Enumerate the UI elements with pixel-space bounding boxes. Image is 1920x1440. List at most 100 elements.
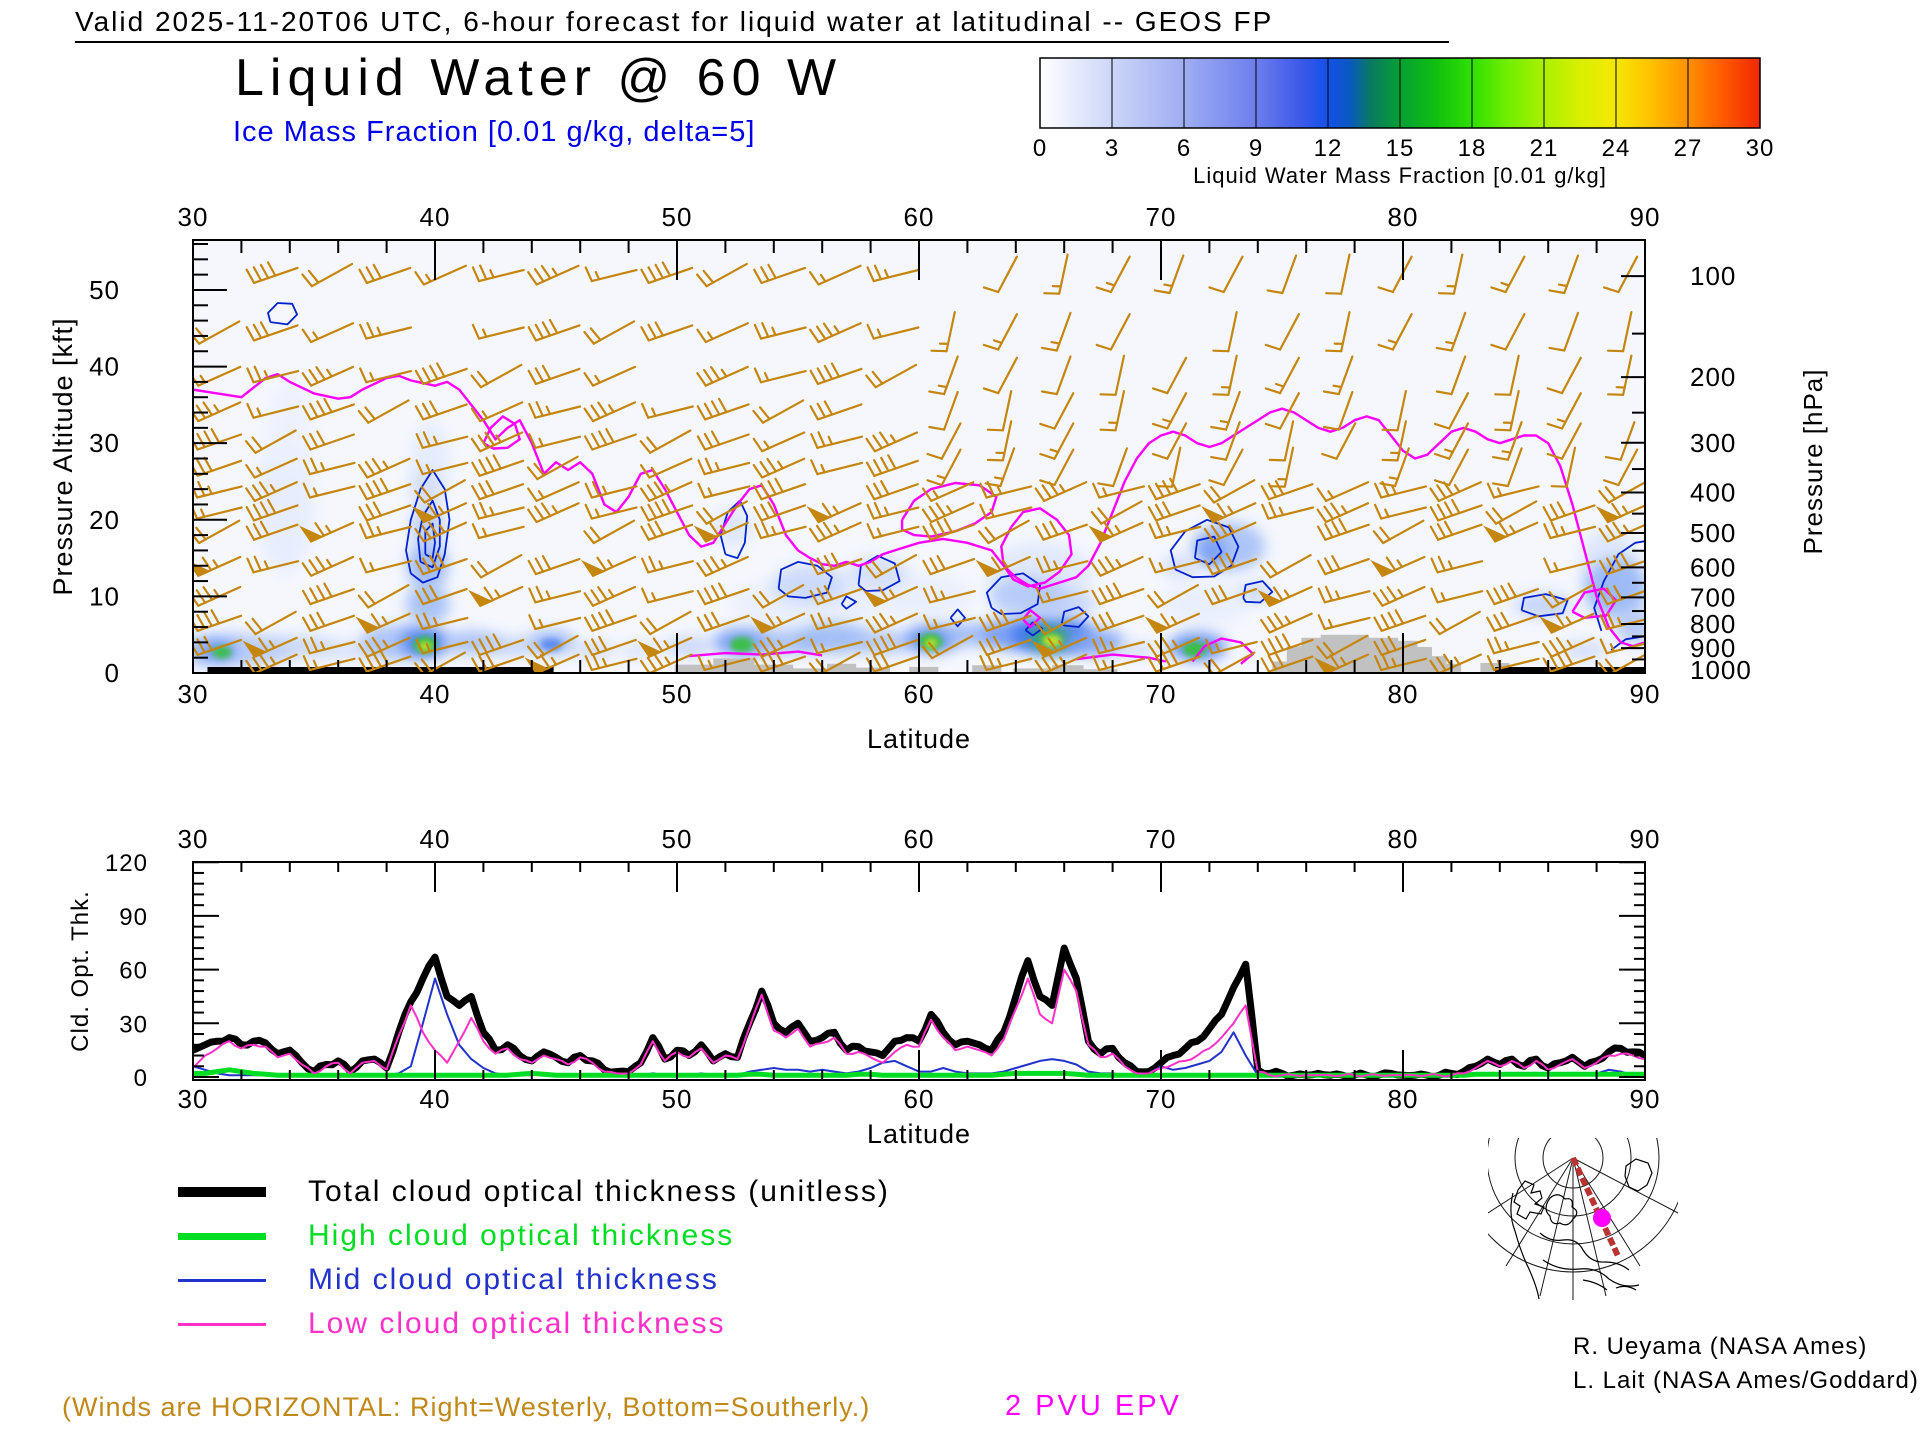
colorbar-tick-label: 30 xyxy=(1746,135,1775,162)
lower-lat-tick-top: 50 xyxy=(662,824,693,854)
hpa-tick-label: 1000 xyxy=(1690,655,1752,685)
hpa-tick-label: 600 xyxy=(1690,552,1736,582)
legend-swatch-line xyxy=(178,1322,266,1326)
legend-swatch-line xyxy=(178,1278,266,1282)
credit-line-1: R. Ueyama (NASA Ames) xyxy=(1573,1333,1868,1360)
lat-tick-label-top: 80 xyxy=(1388,202,1419,232)
lower-lat-tick-bottom: 30 xyxy=(178,1084,209,1114)
credits: R. Ueyama (NASA Ames) L. Lait (NASA Ames… xyxy=(1573,1330,1919,1398)
legend-item-label: Mid cloud optical thickness xyxy=(308,1263,719,1296)
credit-line-2: L. Lait (NASA Ames/Goddard) xyxy=(1573,1367,1919,1394)
hpa-tick-label: 500 xyxy=(1690,518,1736,548)
lower-lat-tick-bottom: 70 xyxy=(1146,1084,1177,1114)
cot-tick-label: 120 xyxy=(105,850,148,877)
legend-item-label: High cloud optical thickness xyxy=(308,1219,735,1252)
epv-contour-label: 2 PVU EPV xyxy=(1005,1390,1182,1422)
main-yaxis-left-title: Pressure Altitude [kft] xyxy=(48,317,78,595)
kft-tick-label: 0 xyxy=(105,658,120,688)
colorbar-tick-label: 27 xyxy=(1674,135,1703,162)
ice-mass-fraction-subtitle: Ice Mass Fraction [0.01 g/kg, delta=5] xyxy=(233,116,756,148)
hpa-tick-label: 700 xyxy=(1690,582,1736,612)
lower-lat-tick-bottom: 50 xyxy=(662,1084,693,1114)
lower-lat-tick-top: 40 xyxy=(420,824,451,854)
hpa-tick-label: 900 xyxy=(1690,633,1736,663)
legend-item: Low cloud optical thickness xyxy=(178,1304,726,1344)
colorbar-tick-label: 9 xyxy=(1249,135,1263,162)
lower-lat-tick-top: 90 xyxy=(1630,824,1661,854)
colorbar-tick-label: 18 xyxy=(1458,135,1487,162)
lower-lat-tick-bottom: 80 xyxy=(1388,1084,1419,1114)
kft-tick-label: 50 xyxy=(89,275,120,305)
lower-lat-tick-top: 60 xyxy=(904,824,935,854)
lat-tick-label-top: 60 xyxy=(904,202,935,232)
hpa-tick-label: 800 xyxy=(1690,609,1736,639)
cot-tick-label: 0 xyxy=(134,1065,148,1092)
lower-yaxis-title: Cld. Opt. Thk. xyxy=(67,890,94,1052)
cot-tick-label: 90 xyxy=(119,904,148,931)
lat-tick-label-top: 50 xyxy=(662,202,693,232)
lat-tick-label-top: 40 xyxy=(420,202,451,232)
colorbar-tick-label: 15 xyxy=(1386,135,1415,162)
lower-lat-tick-bottom: 40 xyxy=(420,1084,451,1114)
wind-barbs-layer xyxy=(193,253,1645,673)
colorbar-tick-label: 21 xyxy=(1530,135,1559,162)
colorbar-caption: Liquid Water Mass Fraction [0.01 g/kg] xyxy=(1193,163,1607,188)
lat-tick-label-top: 70 xyxy=(1146,202,1177,232)
legend-item: Total cloud optical thickness (unitless) xyxy=(178,1172,890,1212)
lower-lat-tick-top: 80 xyxy=(1388,824,1419,854)
hpa-tick-label: 400 xyxy=(1690,477,1736,507)
lower-lat-tick-top: 30 xyxy=(178,824,209,854)
lat-tick-label-top: 90 xyxy=(1630,202,1661,232)
hpa-tick-label: 100 xyxy=(1690,261,1736,291)
legend-item: High cloud optical thickness xyxy=(178,1216,734,1256)
hpa-tick-label: 200 xyxy=(1690,362,1736,392)
legend-item-label: Total cloud optical thickness (unitless) xyxy=(308,1175,890,1208)
valid-timestamp-title: Valid 2025-11-20T06 UTC, 6-hour forecast… xyxy=(75,6,1274,37)
lower-plot-axes xyxy=(192,861,1646,1081)
colorbar-tick-label: 12 xyxy=(1314,135,1343,162)
lat-tick-label-bottom: 50 xyxy=(662,679,693,709)
lat-tick-label-bottom: 80 xyxy=(1388,679,1419,709)
lat-tick-label-bottom: 90 xyxy=(1630,679,1661,709)
colorbar-tick-label: 24 xyxy=(1602,135,1631,162)
kft-tick-label: 20 xyxy=(89,505,120,535)
kft-tick-label: 10 xyxy=(89,581,120,611)
kft-tick-label: 30 xyxy=(89,428,120,458)
main-plot-axes xyxy=(192,239,1646,674)
legend-item-label: Low cloud optical thickness xyxy=(308,1307,726,1340)
map-coastlines xyxy=(1510,1158,1653,1300)
cot-tick-label: 60 xyxy=(119,958,148,985)
map-inset xyxy=(1488,1138,1678,1300)
lower-lat-tick-top: 70 xyxy=(1146,824,1177,854)
hpa-tick-label: 300 xyxy=(1690,428,1736,458)
lower-lat-tick-bottom: 90 xyxy=(1630,1084,1661,1114)
lower-lat-tick-bottom: 60 xyxy=(904,1084,935,1114)
legend-swatch-line xyxy=(178,1232,266,1240)
title-underline xyxy=(75,41,1449,43)
lat-tick-label-top: 30 xyxy=(178,202,209,232)
mid-line xyxy=(193,977,1634,1078)
lower-xaxis-title: Latitude xyxy=(867,1119,971,1149)
lower-plot-labels: 30 30 40 40 50 50 60 60 70 70 80 80 90 90 0 30 60 90 120 La… xyxy=(67,824,1661,1149)
lat-tick-label-bottom: 70 xyxy=(1146,679,1177,709)
main-yaxis-right-title: Pressure [hPa] xyxy=(1798,369,1828,555)
lat-tick-label-bottom: 40 xyxy=(420,679,451,709)
transect-marker xyxy=(1593,1209,1611,1227)
lat-tick-label-bottom: 30 xyxy=(178,679,209,709)
legend-swatch-line xyxy=(178,1187,266,1197)
transect-line xyxy=(1570,1156,1621,1258)
colorbar-tick-label: 3 xyxy=(1105,135,1119,162)
colorbar-tick-label: 0 xyxy=(1033,135,1047,162)
kft-tick-label: 40 xyxy=(89,352,120,382)
lat-tick-label-bottom: 60 xyxy=(904,679,935,709)
legend-item: Mid cloud optical thickness xyxy=(178,1260,719,1300)
page-title: Liquid Water @ 60 W xyxy=(235,49,843,107)
map-graticule xyxy=(1488,1138,1678,1300)
main-xaxis-title: Latitude xyxy=(867,724,971,754)
winds-note: (Winds are HORIZONTAL: Right=Westerly, B… xyxy=(62,1392,871,1422)
colorbar: 0 3 6 9 12 15 18 21 24 27 30 Liquid Water Mass Frac… xyxy=(1033,57,1775,188)
colorbar-tick-label: 6 xyxy=(1177,135,1191,162)
cot-tick-label: 30 xyxy=(119,1011,148,1038)
